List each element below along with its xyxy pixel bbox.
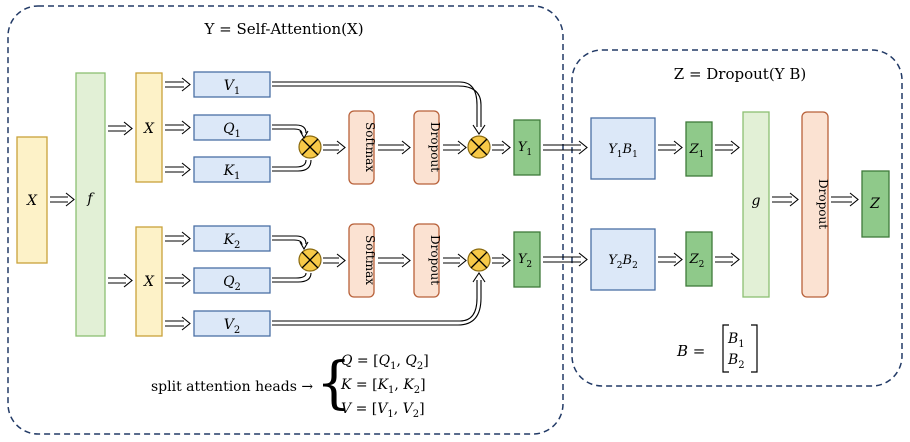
split-k-line: K = [K1, K2] xyxy=(340,377,426,396)
head1-v-multiply-icon xyxy=(467,135,491,159)
head1-softmax-label: Softmax xyxy=(363,122,377,172)
curved-arrows xyxy=(272,81,486,326)
head1-v-box xyxy=(193,71,271,98)
head2-input-label: X xyxy=(143,274,155,290)
head1-output-y-block xyxy=(513,119,541,176)
head2-q-box xyxy=(193,267,271,294)
head2-z-label: Z2 xyxy=(689,252,705,270)
self-attention-panel xyxy=(7,5,564,435)
split-heads-brace: { xyxy=(316,351,352,416)
head1-softmax-block xyxy=(348,110,375,185)
head2-yb-product-label: Y2B2 xyxy=(608,253,638,271)
head1-input-block xyxy=(135,72,163,183)
head1-q-box xyxy=(193,114,271,141)
b-matrix-row1: B1 xyxy=(727,331,745,350)
final-z-block xyxy=(861,170,890,238)
head1-k-label: K1 xyxy=(223,163,241,182)
head1-z-block xyxy=(685,121,713,177)
head2-softmax-label: Softmax xyxy=(363,235,377,285)
b-matrix-right-bracket xyxy=(751,324,758,373)
head1-input-label: X xyxy=(143,121,155,137)
head2-softmax-block xyxy=(348,223,375,298)
head1-v-label: V1 xyxy=(224,78,241,97)
head2-k-label: K2 xyxy=(223,232,241,251)
head1-dropout-label: Dropout xyxy=(428,122,442,172)
head2-v-box xyxy=(193,310,271,337)
split-v-line: V = [V1, V2] xyxy=(341,401,425,420)
head1-z-label: Z1 xyxy=(689,142,705,160)
head1-q-label: Q1 xyxy=(223,121,241,140)
head1-qk-multiply-icon xyxy=(298,135,322,159)
head2-z-block xyxy=(685,231,713,287)
head2-dropout-block xyxy=(413,223,440,298)
head2-dropout-label: Dropout xyxy=(428,235,442,285)
head2-k-box xyxy=(193,225,271,252)
input-x-block xyxy=(16,136,48,264)
head2-yb-product-block xyxy=(590,228,656,291)
dropout-panel-title: Z = Dropout(Y B) xyxy=(674,65,806,83)
split-heads-prefix: split attention heads → xyxy=(151,379,313,395)
head1-yb-product-block xyxy=(590,117,656,180)
head1-yb-product-label: Y1B1 xyxy=(608,142,638,160)
b-matrix-row2: B2 xyxy=(727,352,745,371)
combine-g-label: g xyxy=(752,193,761,209)
projection-f-block xyxy=(75,72,106,337)
split-q-line: Q = [Q1, Q2] xyxy=(341,353,429,372)
final-z-label: Z xyxy=(869,196,880,212)
head2-output-y-label: Y2 xyxy=(518,252,532,270)
head2-output-y-block xyxy=(513,231,541,288)
self-attention-title: Y = Self-Attention(X) xyxy=(203,20,363,38)
projection-f-label: f xyxy=(86,191,95,207)
head1-output-y-label: Y1 xyxy=(518,140,532,158)
double-arrows xyxy=(50,77,859,331)
b-matrix-left-bracket xyxy=(722,324,729,373)
head1-dropout-block xyxy=(413,110,440,185)
head2-q-label: Q2 xyxy=(223,274,241,293)
head2-qk-multiply-icon xyxy=(298,248,322,272)
combine-g-block xyxy=(742,111,770,298)
final-dropout-label: Dropout xyxy=(816,179,830,229)
input-x-label: X xyxy=(26,193,38,209)
head2-input-block xyxy=(135,226,163,337)
final-dropout-block xyxy=(801,111,829,298)
head2-v-multiply-icon xyxy=(467,248,491,272)
dropout-panel xyxy=(571,49,903,387)
head1-k-box xyxy=(193,156,271,183)
b-matrix-lhs: B = xyxy=(676,342,705,360)
head2-v-label: V2 xyxy=(224,317,241,336)
